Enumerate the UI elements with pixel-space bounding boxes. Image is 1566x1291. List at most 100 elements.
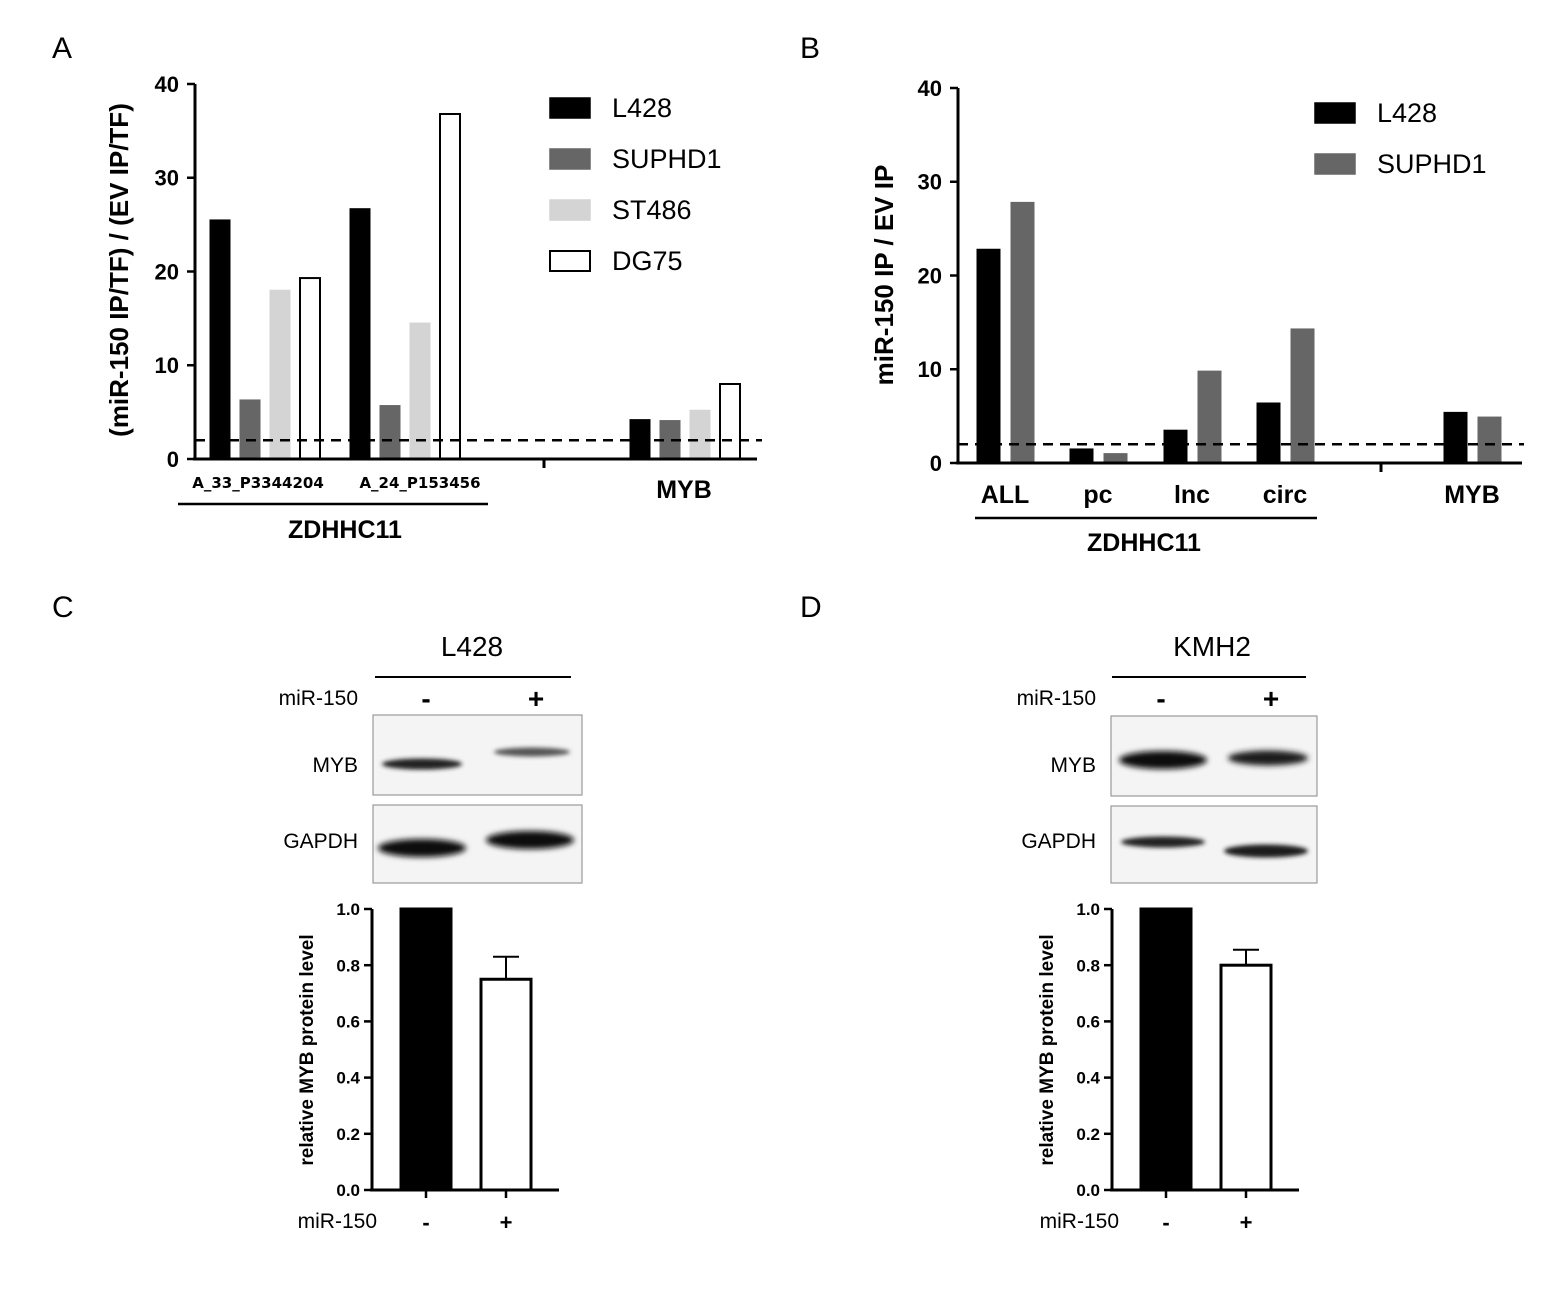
chart-c-xlabel: miR-150 bbox=[298, 1210, 377, 1233]
panel-label-d: D bbox=[800, 591, 822, 624]
blot-d-myb-band-plus bbox=[1228, 750, 1308, 766]
chart-d-yaxis: 0.0 0.2 0.4 0.6 0.8 1.0 bbox=[1076, 900, 1112, 1200]
blot-c-plus: + bbox=[528, 683, 544, 714]
chart-b-category-label: circ bbox=[1263, 481, 1308, 509]
y-tick-label: 30 bbox=[918, 170, 942, 195]
bar-l428 bbox=[1069, 448, 1094, 464]
chart-a-group-label: ZDHHC11 bbox=[288, 516, 402, 544]
bar-control bbox=[1139, 907, 1193, 1192]
bar-l428 bbox=[349, 208, 371, 460]
legend-label: ST486 bbox=[612, 195, 692, 225]
blot-c-row-label: MYB bbox=[312, 754, 358, 777]
legend-label: L428 bbox=[1377, 98, 1437, 128]
chart-c-category-label: - bbox=[422, 1210, 429, 1235]
chart-a-ylabel: (miR-150 IP/TF) / (EV IP/TF) bbox=[104, 103, 134, 437]
bar-dg75 bbox=[299, 277, 321, 460]
blot-c-row-label: GAPDH bbox=[283, 830, 358, 853]
legend-swatch-suphd1 bbox=[1314, 153, 1356, 175]
bar-l428 bbox=[209, 219, 231, 460]
y-tick-label: 1.0 bbox=[336, 900, 360, 919]
panel-label-c: C bbox=[52, 591, 74, 624]
bar-suphd1 bbox=[239, 399, 261, 460]
bar-st486 bbox=[689, 409, 711, 460]
blot-c-title: L428 bbox=[441, 631, 503, 662]
chart-a-category-label: MYB bbox=[656, 476, 712, 504]
legend-swatch-st486 bbox=[549, 199, 591, 221]
bar-suphd1 bbox=[1290, 328, 1315, 464]
legend-label: L428 bbox=[612, 93, 672, 123]
bar-mir150 bbox=[1219, 963, 1273, 1192]
chart-c-yaxis: 0.0 0.2 0.4 0.6 0.8 1.0 bbox=[336, 900, 372, 1200]
chart-d-bars bbox=[1139, 907, 1273, 1192]
blot-d-gapdh-band-plus bbox=[1224, 844, 1308, 858]
chart-b-yaxis: 0 10 20 30 40 bbox=[918, 76, 958, 476]
y-tick-label: 0.6 bbox=[1076, 1013, 1100, 1032]
y-tick-label: 10 bbox=[155, 353, 179, 378]
bar-suphd1 bbox=[379, 405, 401, 460]
y-tick-label: 0.8 bbox=[1076, 956, 1100, 975]
legend-swatch-dg75 bbox=[549, 250, 591, 272]
y-tick-label: 0.2 bbox=[1076, 1125, 1100, 1144]
chart-c-bars bbox=[399, 907, 533, 1192]
y-tick-label: 40 bbox=[155, 72, 179, 97]
bar-l428 bbox=[1256, 402, 1281, 464]
blot-d-minus: - bbox=[1156, 683, 1165, 714]
legend-label: DG75 bbox=[612, 246, 683, 276]
chart-b-category-label: MYB bbox=[1444, 481, 1500, 509]
chart-a-yaxis: 0 10 20 30 40 bbox=[155, 72, 195, 472]
blot-d-row-label: MYB bbox=[1050, 754, 1096, 777]
chart-b-group-label: ZDHHC11 bbox=[1087, 529, 1201, 557]
panel-label-b: B bbox=[800, 32, 820, 65]
blot-c-gapdh-band-minus bbox=[378, 839, 466, 857]
chart-b-ylabel: miR-150 IP / EV IP bbox=[869, 165, 899, 386]
y-tick-label: 0 bbox=[930, 451, 942, 476]
chart-d-category-label: - bbox=[1162, 1210, 1169, 1235]
legend-label: SUPHD1 bbox=[612, 144, 722, 174]
western-blot-d: KMH2 miR-150 - + MYB GAPDH bbox=[1017, 631, 1318, 884]
chart-d-category-label: + bbox=[1240, 1210, 1253, 1235]
blot-d-gapdh-band-minus bbox=[1121, 836, 1205, 848]
blot-c-gapdh-band-plus bbox=[486, 831, 574, 849]
bar-dg75 bbox=[719, 383, 741, 460]
blot-c-myb-band-plus bbox=[494, 747, 570, 757]
bar-l428 bbox=[1443, 411, 1468, 464]
y-tick-label: 0.0 bbox=[336, 1181, 360, 1200]
y-tick-label: 0.6 bbox=[336, 1013, 360, 1032]
chart-a-category-label: A_24_P153456 bbox=[359, 474, 480, 492]
bar-suphd1 bbox=[1197, 370, 1222, 464]
chart-d-xlabel: miR-150 bbox=[1040, 1210, 1119, 1233]
chart-c-category-label: + bbox=[500, 1210, 513, 1235]
chart-d: relative MYB protein level 0.00.20.40.60… bbox=[1037, 900, 1299, 1235]
chart-b-category-label: ALL bbox=[981, 481, 1030, 509]
blot-d-treatment-label: miR-150 bbox=[1017, 687, 1096, 710]
panel-label-a: A bbox=[52, 32, 72, 65]
legend-swatch-l428 bbox=[549, 97, 591, 119]
y-tick-label: 0.4 bbox=[336, 1069, 360, 1088]
chart-b-category-label: pc bbox=[1083, 481, 1112, 509]
chart-a: (miR-150 IP/TF) / (EV IP/TF) 0 10 20 30 40 A… bbox=[104, 72, 762, 544]
legend-swatch-l428 bbox=[1314, 102, 1356, 124]
legend-label: SUPHD1 bbox=[1377, 149, 1487, 179]
bar-control bbox=[399, 907, 453, 1192]
y-tick-label: 0.8 bbox=[336, 956, 360, 975]
chart-a-legend: L428 SUPHD1 ST486 DG75 bbox=[549, 93, 722, 276]
y-tick-label: 10 bbox=[918, 357, 942, 382]
legend-swatch-suphd1 bbox=[549, 148, 591, 170]
bar-l428 bbox=[1163, 429, 1188, 464]
y-tick-label: 20 bbox=[155, 259, 179, 284]
bar-suphd1 bbox=[1010, 201, 1035, 464]
chart-d-ylabel: relative MYB protein level bbox=[1037, 934, 1058, 1165]
blot-d-row-label: GAPDH bbox=[1021, 830, 1096, 853]
bar-l428 bbox=[976, 248, 1001, 464]
chart-b-category-label: lnc bbox=[1174, 481, 1210, 509]
chart-c: relative MYB protein level 0.00.20.40.60… bbox=[297, 900, 559, 1235]
blot-d-myb-band-minus bbox=[1119, 751, 1207, 769]
y-tick-label: 0.2 bbox=[336, 1125, 360, 1144]
y-tick-label: 30 bbox=[155, 166, 179, 191]
bar-suphd1 bbox=[1477, 416, 1502, 464]
blot-d-plus: + bbox=[1263, 683, 1279, 714]
bar-dg75 bbox=[439, 113, 461, 460]
y-tick-label: 0 bbox=[167, 447, 179, 472]
